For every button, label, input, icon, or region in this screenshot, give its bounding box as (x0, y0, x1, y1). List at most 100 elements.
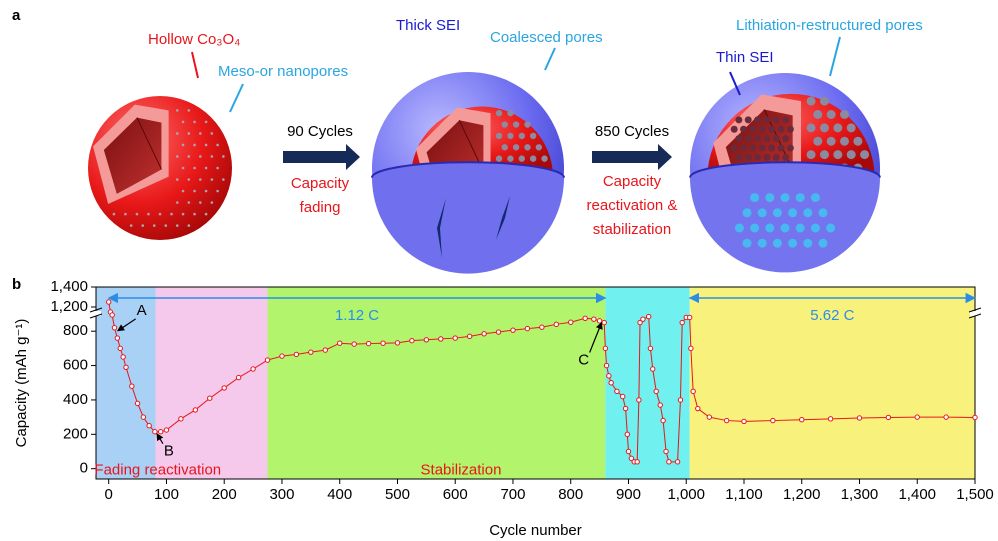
data-point (309, 350, 313, 354)
pore (781, 193, 790, 202)
data-point (800, 418, 804, 422)
data-point (110, 313, 114, 317)
data-point (118, 346, 122, 350)
rate-label: 1.12 C (335, 307, 379, 324)
pore (524, 121, 530, 127)
pore (735, 116, 742, 123)
pore (773, 154, 780, 161)
pore (530, 155, 536, 161)
data-point (691, 389, 695, 393)
pore (216, 144, 219, 147)
data-point (381, 341, 385, 345)
pore (765, 193, 774, 202)
data-point (164, 428, 168, 432)
data-point (179, 417, 183, 421)
pore (735, 154, 742, 161)
data-point (280, 354, 284, 358)
pore (188, 201, 191, 204)
data-point (467, 334, 471, 338)
x-tick-label: 0 (105, 486, 113, 503)
pore (731, 145, 738, 152)
panel-label: b (12, 276, 21, 293)
pore (768, 145, 775, 152)
pore (193, 144, 196, 147)
data-point (366, 341, 370, 345)
data-point (124, 365, 128, 369)
pore (745, 116, 752, 123)
y-axis-label: Capacity (mAh g⁻¹) (13, 319, 30, 448)
x-tick-label: 200 (212, 486, 237, 503)
pore (182, 144, 185, 147)
pore (749, 145, 756, 152)
lower-shell (690, 162, 880, 272)
pore (788, 239, 797, 248)
pore (740, 126, 747, 133)
data-point (604, 363, 608, 367)
data-point (453, 336, 457, 340)
x-tick-label: 1,100 (725, 486, 763, 503)
pore (188, 224, 191, 227)
pore (222, 155, 225, 158)
pore (513, 144, 519, 150)
pore (216, 190, 219, 193)
pore (754, 116, 761, 123)
pore (176, 178, 179, 181)
y-tick-label: 0 (80, 460, 88, 477)
data-point (696, 406, 700, 410)
rate-label: 5.62 C (810, 307, 854, 324)
pore (743, 239, 752, 248)
region-label: Fading reactivation (94, 462, 221, 479)
pore (853, 137, 862, 146)
data-point (621, 394, 625, 398)
data-point (222, 386, 226, 390)
pore (847, 123, 856, 132)
x-tick-label: 400 (327, 486, 352, 503)
pore (130, 224, 133, 227)
annotation-label: B (164, 443, 174, 460)
data-point (158, 430, 162, 434)
pore (176, 224, 179, 227)
data-point (338, 341, 342, 345)
data-point (688, 315, 692, 319)
data-point (121, 355, 125, 359)
pore (170, 213, 173, 216)
x-tick-label: 600 (443, 486, 468, 503)
pore (840, 137, 849, 146)
data-point (635, 460, 639, 464)
pore (743, 208, 752, 217)
data-point (147, 424, 151, 428)
pore (782, 135, 789, 142)
pore (827, 137, 836, 146)
pore (819, 208, 828, 217)
data-point (828, 417, 832, 421)
x-tick-label: 800 (558, 486, 583, 503)
data-point (648, 346, 652, 350)
pore (833, 123, 842, 132)
data-point (592, 317, 596, 321)
pore (782, 116, 789, 123)
pore (136, 213, 139, 216)
data-point (294, 352, 298, 356)
pore (182, 213, 185, 216)
pore (502, 144, 508, 150)
data-point (658, 403, 662, 407)
pore (820, 97, 829, 106)
x-tick-label: 300 (269, 486, 294, 503)
data-point (857, 416, 861, 420)
pore (519, 155, 525, 161)
data-point (626, 449, 630, 453)
pore (193, 167, 196, 170)
data-point (637, 398, 641, 402)
x-tick-label: 1,200 (783, 486, 821, 503)
pore (840, 110, 849, 119)
data-point (742, 419, 746, 423)
data-point (973, 415, 977, 419)
pore (199, 178, 202, 181)
x-axis-label: Cycle number (489, 522, 582, 539)
pore (758, 208, 767, 217)
y-tick-label: 800 (63, 322, 88, 339)
data-point (675, 460, 679, 464)
leader-line (830, 37, 840, 76)
pore (176, 132, 179, 135)
process-arrow (283, 144, 360, 170)
